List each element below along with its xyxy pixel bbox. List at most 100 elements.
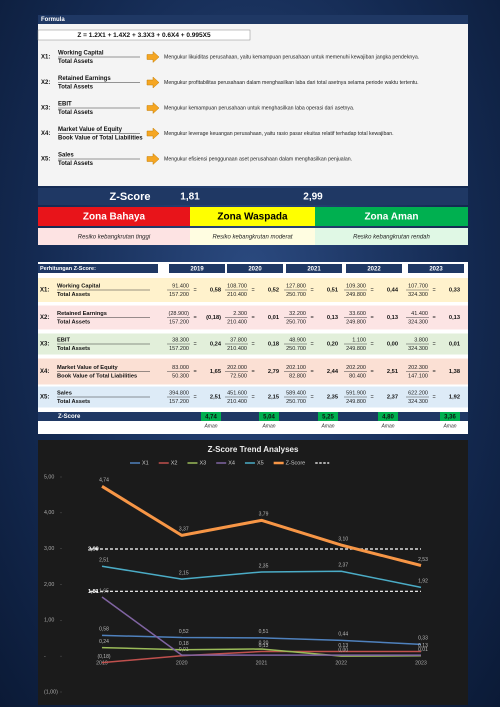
cell-denominator: 324.300: [408, 399, 428, 405]
zone-name: Zona Aman: [364, 212, 418, 223]
zscore-status: Aman: [261, 423, 275, 429]
data-label: 0,58: [99, 627, 109, 633]
data-label: 3,37: [179, 527, 189, 533]
data-label: 2,35: [259, 563, 269, 569]
y-tick-label: 4,00: [44, 510, 54, 516]
cell-denominator: 324.300: [408, 346, 428, 352]
cell-ratio: 0,18: [268, 342, 279, 348]
denominator: Total Assets: [57, 399, 90, 405]
equals: =: [433, 394, 436, 400]
data-label: 0,33: [418, 636, 428, 642]
cell-numerator: 202.200: [346, 365, 366, 371]
cell-denominator: 249.800: [346, 292, 366, 298]
cell-ratio: 0,13: [449, 315, 460, 321]
zone-name: Zona Bahaya: [83, 212, 146, 223]
cell-denominator: 147.100: [408, 373, 428, 379]
equals: =: [371, 394, 374, 400]
zscore-status: Aman: [442, 423, 456, 429]
cell-denominator: 80.400: [349, 373, 366, 379]
zscore-row-bar: [38, 412, 468, 421]
denominator: Book Value of Total Liabilities: [58, 136, 143, 142]
cell-denominator: 324.300: [408, 319, 428, 325]
year-header-box: [346, 264, 402, 273]
x-tick-label: 2021: [256, 661, 268, 667]
data-label: 3,79: [259, 512, 269, 518]
threshold-label: 2,99: [88, 546, 99, 552]
formula-header-bar: [38, 15, 468, 24]
equals: =: [371, 369, 374, 375]
cell-numerator: 38.300: [172, 337, 189, 343]
formula-header: Formula: [41, 17, 65, 23]
y-tick-label: 3,00: [44, 546, 54, 552]
cell-numerator: 41.400: [411, 311, 428, 317]
y-tick-label: (1,00): [44, 689, 58, 695]
cell-denominator: 210.400: [227, 319, 247, 325]
cell-denominator: 210.400: [227, 399, 247, 405]
equals: =: [311, 394, 314, 400]
year-header: 2023: [429, 266, 443, 272]
zscore-value: 5,25: [322, 414, 334, 420]
cell-ratio: 1,65: [210, 369, 221, 375]
cell-denominator: 82.800: [289, 373, 306, 379]
description: Mengukur leverage keuangan perusahaan, y…: [164, 131, 394, 137]
equals: =: [194, 369, 197, 375]
cell-numerator: 37.800: [230, 337, 247, 343]
year-header-box: [286, 264, 342, 273]
chart-title: Z-Score Trend Analyses: [208, 445, 299, 454]
cell-ratio: 0,13: [327, 315, 338, 321]
zone-box: [315, 207, 468, 226]
cell-ratio: 2,51: [210, 395, 221, 401]
cell-ratio: 0,44: [387, 288, 399, 294]
description: Mengukur profitabilitas perusahaan dalam…: [164, 80, 419, 86]
zscore-box: [259, 412, 279, 421]
numerator: Market Value of Equity: [57, 365, 119, 371]
zone-desc-box: [190, 228, 315, 245]
cell-numerator: 48.900: [289, 337, 306, 343]
year-header-box: [408, 264, 464, 273]
cell-numerator: 2.300: [233, 311, 247, 317]
description: Mengukur likuiditas perusahaan, yaitu ke…: [164, 54, 419, 60]
zscore-status: Aman: [380, 423, 394, 429]
cell-numerator: 32.200: [289, 311, 306, 317]
zone-box: [38, 207, 190, 226]
cell-ratio: 0,01: [449, 342, 460, 348]
equals: =: [433, 315, 436, 321]
cell-ratio: 0,58: [210, 288, 221, 294]
y-tick-label: -: [44, 654, 46, 660]
numerator: Retained Earnings: [58, 76, 111, 82]
legend-label: X1: [142, 460, 149, 466]
cell-ratio: 0,20: [327, 342, 338, 348]
arrow-icon: [146, 76, 160, 89]
cell-ratio: 2,44: [327, 369, 339, 375]
denominator: Book Value of Total Liabilities: [57, 374, 137, 380]
data-label: 2,51: [99, 558, 109, 564]
cell-numerator: 451.600: [227, 390, 247, 396]
cell-ratio: 1,38: [449, 369, 460, 375]
zscore-row-label: Z-Score: [58, 414, 81, 420]
legend-label: X5: [257, 460, 264, 466]
equals: =: [311, 369, 314, 375]
data-label: 2,37: [338, 563, 348, 569]
cell-ratio: 0,52: [268, 288, 279, 294]
numerator: Market Value of Equity: [58, 127, 123, 133]
data-label: 2,15: [179, 570, 189, 576]
y-tick-label: 2,00: [44, 582, 54, 588]
data-label: 0,13: [338, 643, 348, 649]
data-label: 0,52: [179, 629, 189, 635]
series-line: [101, 646, 422, 657]
row-label: X4:: [41, 131, 50, 137]
cell-ratio: 2,51: [387, 369, 398, 375]
cell-ratio: 0,00: [387, 342, 398, 348]
zone-name: Zona Waspada: [217, 212, 288, 223]
zscore-box: [318, 412, 338, 421]
denominator: Total Assets: [58, 110, 94, 116]
cell-numerator: 3.800: [414, 337, 428, 343]
numerator: EBIT: [57, 338, 70, 344]
x-tick-label: 2023: [415, 661, 427, 667]
zscore-box: [440, 412, 460, 421]
series-line: [101, 634, 422, 646]
equals: =: [252, 287, 255, 293]
equals: =: [311, 341, 314, 347]
table-header: Perhitungan Z-Score:: [40, 266, 96, 272]
